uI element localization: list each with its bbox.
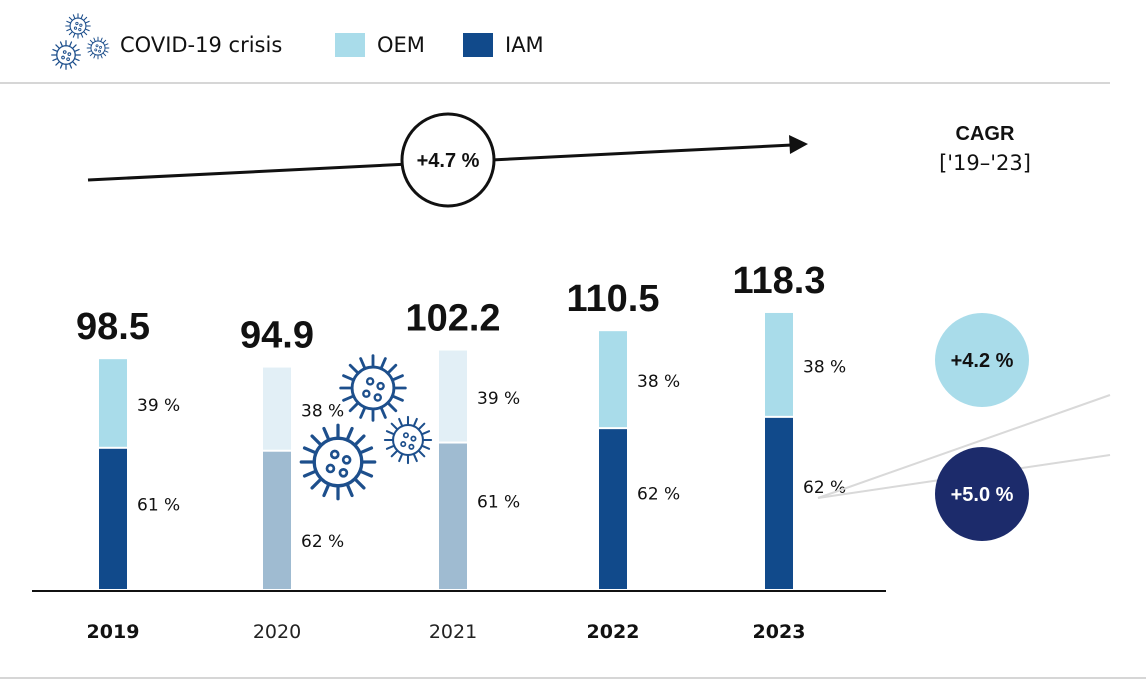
- overall-cagr-bubble: [400, 112, 496, 208]
- iam-share-label-2022: 62 %: [637, 484, 680, 504]
- overall-cagr-value: +4.7 %: [417, 150, 480, 172]
- total-value-2022: 110.5: [567, 278, 660, 320]
- oem-share-label-2022: 38 %: [637, 372, 680, 392]
- iam-cagr-bubble: [935, 447, 1029, 541]
- total-value-2021: 102.2: [405, 298, 500, 340]
- bar-oem-2021: [439, 350, 467, 442]
- bar-iam-2021: [439, 443, 467, 589]
- year-label-2022: 2022: [587, 621, 640, 643]
- oem-cagr-bubble: [935, 313, 1029, 407]
- bar-oem-2022: [599, 331, 627, 428]
- virus-icon: [51, 40, 81, 70]
- bar-series: 61 % 39 % 98.5 2019 62 % 38 % 94.9 2020 61 % 39 %…: [76, 260, 846, 643]
- bar-iam-2022: [599, 429, 627, 589]
- legend-oem-label: OEM: [377, 33, 425, 57]
- iam-cagr-value: +5.0 %: [951, 484, 1014, 506]
- virus-icon: [86, 36, 110, 60]
- iam-share-label-2019: 61 %: [137, 495, 180, 515]
- virus-icon: [299, 423, 377, 501]
- arrow-head-icon: [789, 135, 808, 154]
- oem-share-label-2020: 38 %: [301, 402, 344, 422]
- oem-share-label-2023: 38 %: [803, 357, 846, 377]
- total-value-2019: 98.5: [76, 306, 150, 348]
- total-value-2023: 118.3: [733, 260, 826, 302]
- cagr-period: ['19–'23]: [939, 151, 1031, 175]
- legend-iam-swatch: [463, 33, 493, 57]
- bar-iam-2019: [99, 448, 127, 589]
- bar-oem-2019: [99, 359, 127, 447]
- virus-icon: [383, 415, 433, 465]
- covid-virus-icon: [51, 13, 110, 70]
- covid-virus-illustration: [299, 354, 433, 501]
- legend: COVID-19 crisis OEM IAM: [51, 13, 544, 70]
- oem-cagr-value: +4.2 %: [951, 350, 1014, 372]
- total-value-2020: 94.9: [240, 315, 314, 357]
- virus-icon: [339, 354, 407, 422]
- oem-cagr-connector: [817, 394, 1111, 499]
- legend-iam-label: IAM: [505, 33, 544, 57]
- oem-share-label-2019: 39 %: [137, 396, 180, 416]
- overall-cagr-arrow: +4.7 %: [87, 112, 808, 208]
- year-label-2019: 2019: [87, 621, 140, 643]
- legend-oem-swatch: [335, 33, 365, 57]
- iam-share-label-2021: 61 %: [477, 493, 520, 513]
- year-label-2023: 2023: [753, 621, 806, 643]
- cagr-title: CAGR: [956, 123, 1015, 145]
- year-label-2021: 2021: [429, 621, 477, 643]
- segment-cagr: +4.2 % +5.0 %: [817, 313, 1111, 541]
- legend-covid-label: COVID-19 crisis: [120, 33, 282, 57]
- bar-oem-2020: [263, 367, 291, 450]
- bar-oem-2023: [765, 312, 793, 416]
- iam-share-label-2023: 62 %: [803, 478, 846, 498]
- bar-iam-2023: [765, 417, 793, 589]
- iam-share-label-2020: 62 %: [301, 532, 344, 552]
- year-label-2020: 2020: [253, 621, 301, 643]
- bar-iam-2020: [263, 451, 291, 589]
- oem-share-label-2021: 39 %: [477, 389, 520, 409]
- virus-icon: [65, 13, 91, 39]
